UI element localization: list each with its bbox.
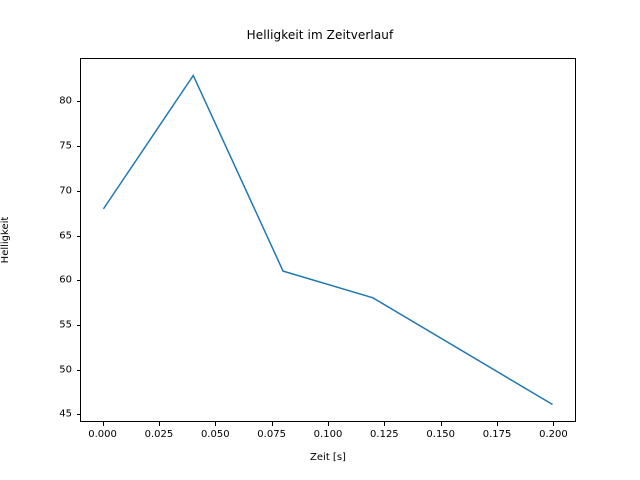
- x-axis-label: Zeit [s]: [310, 452, 346, 463]
- x-tick-label: 0.000: [88, 429, 117, 440]
- y-tick-mark: [76, 369, 80, 371]
- x-tick-mark: [215, 422, 217, 426]
- y-tick-label: 60: [59, 274, 72, 286]
- y-tick-mark: [76, 146, 80, 148]
- x-tick-label: 0.125: [370, 429, 399, 440]
- y-tick-mark: [76, 280, 80, 282]
- y-tick-mark: [76, 414, 80, 416]
- y-tick-label: 80: [59, 95, 72, 107]
- y-tick-mark: [76, 101, 80, 103]
- x-tick-label: 0.150: [426, 429, 456, 440]
- x-tick-mark: [328, 422, 329, 426]
- x-tick-mark: [102, 422, 104, 426]
- y-tick-label: 45: [59, 408, 72, 420]
- data-line: [102, 73, 553, 406]
- y-tick-label: 70: [59, 185, 72, 197]
- x-tick-label: 0.050: [200, 429, 230, 440]
- x-tick-mark: [271, 422, 273, 426]
- x-tick-label: 0.100: [313, 429, 343, 440]
- x-tick-mark: [384, 422, 386, 426]
- line-series-svg: [102, 73, 553, 406]
- y-tick-label: 55: [59, 319, 72, 331]
- chart-title: Helligkeit im Zeitverlauf: [246, 28, 394, 42]
- y-axis-label: Helligkeit: [0, 216, 11, 264]
- x-tick-label: 0.025: [144, 429, 174, 440]
- y-tick-label: 75: [59, 140, 72, 152]
- y-tick-mark: [76, 235, 80, 237]
- y-tick-mark: [76, 324, 80, 326]
- y-tick-label: 50: [59, 364, 72, 376]
- x-tick-mark: [440, 422, 442, 426]
- plot-area: [80, 58, 576, 422]
- x-tick-label: 0.075: [257, 429, 286, 440]
- x-tick-label: 0.200: [539, 429, 568, 440]
- x-tick-mark: [497, 422, 499, 426]
- x-tick-label: 0.175: [482, 429, 512, 440]
- y-tick-label: 65: [59, 230, 72, 242]
- y-tick-mark: [76, 190, 80, 192]
- x-tick-mark: [158, 422, 160, 426]
- x-tick-mark: [553, 422, 555, 426]
